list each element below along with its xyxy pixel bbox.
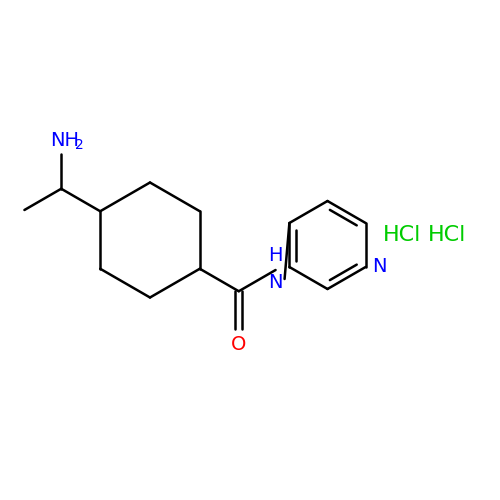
Text: O: O: [231, 335, 246, 354]
Text: 2: 2: [75, 138, 84, 151]
Text: N: N: [268, 272, 283, 291]
Text: NH: NH: [50, 130, 79, 150]
Text: HCl: HCl: [428, 225, 466, 245]
Text: H: H: [268, 246, 283, 265]
Text: HCl: HCl: [382, 225, 421, 245]
Text: N: N: [372, 258, 386, 276]
